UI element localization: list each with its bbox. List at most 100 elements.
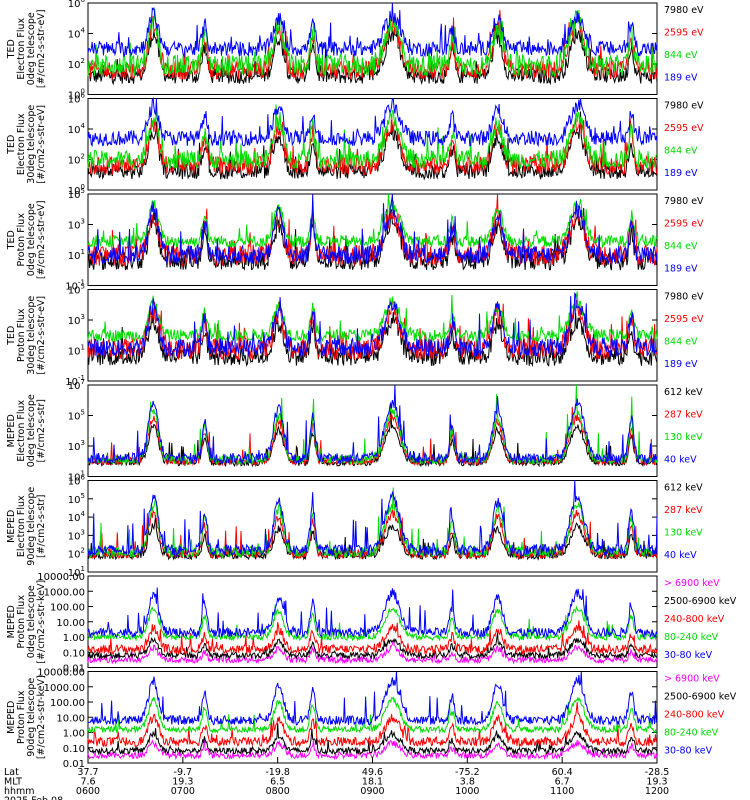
series-line bbox=[87, 97, 658, 148]
legend-entry: 2595 eV bbox=[664, 28, 704, 39]
panel-4: 10-1 101 103 105 TED Proton Flux 30deg telesco… bbox=[6, 283, 704, 389]
y-axis-label-line: 0deg telescope bbox=[26, 203, 37, 276]
x-tick-label: -28.5 bbox=[645, 767, 670, 778]
x-tick-label: 60.4 bbox=[552, 767, 573, 778]
y-axis-label-line: [#/cm2-s-str-eV] bbox=[36, 200, 47, 279]
y-tick-label: 0.01 bbox=[63, 759, 85, 770]
y-axis-label-line: TED bbox=[6, 135, 17, 155]
y-tick-label: 101 bbox=[68, 344, 85, 358]
x-tick-label: 1200 bbox=[645, 786, 669, 797]
legend-entry: 2595 eV bbox=[664, 219, 704, 230]
legend-entry: 7980 eV bbox=[664, 101, 704, 112]
legend-entry: 844 eV bbox=[664, 50, 698, 61]
legend-entry: 844 eV bbox=[664, 337, 698, 348]
x-axis-group: 37.77.60600-9.719.30700-19.86.5080049.61… bbox=[4, 757, 669, 800]
y-tick-label: 106 bbox=[68, 92, 86, 106]
y-tick-label: 102 bbox=[68, 547, 85, 561]
y-tick-label: 10-1 bbox=[65, 374, 85, 388]
series-line bbox=[87, 193, 658, 268]
series-line bbox=[87, 632, 658, 661]
x-tick-label: 18.1 bbox=[362, 777, 383, 788]
legend-entry: 30-80 keV bbox=[664, 650, 713, 661]
panel-5: 101 103 105 107 MEPED Electron Flux 0deg teles… bbox=[6, 378, 703, 484]
y-axis-label: MEPED Electron Flux 0deg telescope [#/cm2-s… bbox=[6, 394, 47, 467]
x-axis-row-label: Lat bbox=[4, 767, 19, 778]
legend-entry: 287 keV bbox=[664, 410, 703, 421]
legend-entry: 130 keV bbox=[664, 528, 703, 539]
x-tick-label: 49.6 bbox=[362, 767, 383, 778]
y-tick-label: 10-1 bbox=[65, 279, 85, 293]
x-tick-label: -75.2 bbox=[455, 767, 480, 778]
legend-entry: 7980 eV bbox=[664, 5, 704, 16]
y-tick-label: 106 bbox=[68, 474, 86, 488]
x-axis-row-label: hhmm bbox=[4, 786, 35, 797]
legend-entry: 80-240 keV bbox=[664, 632, 719, 643]
y-tick-label: 1.00 bbox=[63, 729, 85, 740]
x-tick-label: 6.5 bbox=[270, 777, 285, 788]
y-tick-label: 1000.00 bbox=[44, 683, 85, 694]
panel-frame bbox=[87, 2, 658, 95]
legend-entry: 612 keV bbox=[664, 483, 703, 494]
y-axis-label-line: Electron Flux bbox=[16, 18, 27, 80]
legend-entry: 612 keV bbox=[664, 387, 703, 398]
panel-frame bbox=[87, 98, 658, 191]
legend-entry: > 6900 keV bbox=[664, 578, 720, 589]
legend-entry: 2595 eV bbox=[664, 314, 704, 325]
y-tick-label: 0.01 bbox=[63, 664, 85, 675]
y-axis-label: TED Electron Flux 30deg telescope [#/cm2-s-… bbox=[6, 105, 47, 184]
series-line bbox=[87, 702, 658, 749]
y-axis-label-line: Proton Flux bbox=[16, 690, 27, 744]
y-tick-label: 103 bbox=[68, 218, 85, 232]
panel-frame bbox=[87, 193, 658, 286]
y-axis-label: TED Proton Flux 30deg telescope [#/cm2-s-st… bbox=[6, 296, 47, 375]
series-line bbox=[87, 193, 658, 266]
legend-entry: 7980 eV bbox=[664, 196, 704, 207]
y-tick-label: 10.00 bbox=[56, 713, 85, 724]
x-tick-label: 1000 bbox=[455, 786, 479, 797]
y-axis-label-line: Electron Flux bbox=[16, 400, 27, 462]
y-axis-label-line: 90deg telescope bbox=[26, 678, 37, 757]
y-tick-label: 105 bbox=[68, 409, 85, 423]
panel-1: 100 102 104 106 TED Electron Flux 0deg telesco… bbox=[6, 0, 704, 102]
y-axis-label-line: [#/cm2-s-str-keV] bbox=[36, 675, 47, 759]
y-tick-label: 100.00 bbox=[50, 698, 85, 709]
y-axis-label-line: MEPED bbox=[6, 605, 17, 638]
y-axis-label-line: 30deg telescope bbox=[26, 296, 37, 375]
y-axis-label-line: MEPED bbox=[6, 510, 17, 543]
x-tick-label: 19.3 bbox=[172, 777, 193, 788]
y-tick-label: 104 bbox=[68, 510, 86, 524]
y-axis-label-line: 30deg telescope bbox=[26, 105, 37, 184]
y-axis-label-line: [#/cm2-s-str-eV] bbox=[36, 296, 47, 375]
y-axis-label-line: TED bbox=[6, 326, 17, 346]
y-axis-label-line: [#/cm2-s-str-eV] bbox=[36, 9, 47, 88]
y-axis-label-line: 0deg telescope bbox=[26, 12, 37, 85]
legend-entry: 189 eV bbox=[664, 73, 698, 84]
y-tick-label: 101 bbox=[68, 248, 85, 262]
x-tick-label: 6.7 bbox=[555, 777, 570, 788]
y-tick-label: 104 bbox=[68, 122, 86, 136]
legend-entry: > 6900 keV bbox=[664, 674, 720, 685]
legend-entry: 189 eV bbox=[664, 264, 698, 275]
y-axis-label-line: [#/cm2-s-str-keV] bbox=[36, 580, 47, 664]
y-tick-label: 10000.00 bbox=[37, 668, 85, 679]
y-tick-label: 101 bbox=[68, 470, 85, 484]
y-axis-label-line: 90deg telescope bbox=[26, 487, 37, 566]
legend-entry: 2500-6900 keV bbox=[664, 596, 737, 607]
y-tick-label: 103 bbox=[68, 528, 85, 542]
y-axis-label: MEPED Electron Flux 90deg telescope [#/cm2-… bbox=[6, 487, 47, 566]
y-axis-label-line: MEPED bbox=[6, 701, 17, 734]
y-axis-label: TED Proton Flux 0deg telescope [#/cm2-s-str… bbox=[6, 200, 47, 279]
x-tick-label: 7.6 bbox=[80, 777, 95, 788]
legend-entry: 844 eV bbox=[664, 241, 698, 252]
panel-2: 100 102 104 106 TED Electron Flux 30deg telesc… bbox=[6, 92, 704, 198]
y-tick-label: 105 bbox=[68, 187, 85, 201]
y-tick-label: 1000.00 bbox=[44, 587, 85, 598]
x-tick-label: 0800 bbox=[266, 786, 290, 797]
panel-6: 101 102 103 104 105 106 MEPED Electron Flux 90de… bbox=[6, 474, 703, 580]
y-axis-label-line: [#/cm2-s-str] bbox=[36, 495, 47, 558]
series-line bbox=[87, 193, 658, 249]
y-tick-label: 102 bbox=[68, 153, 85, 167]
y-axis-label-line: Electron Flux bbox=[16, 495, 27, 557]
panel-3: 10-1 101 103 105 TED Proton Flux 0deg telescop… bbox=[6, 187, 704, 293]
